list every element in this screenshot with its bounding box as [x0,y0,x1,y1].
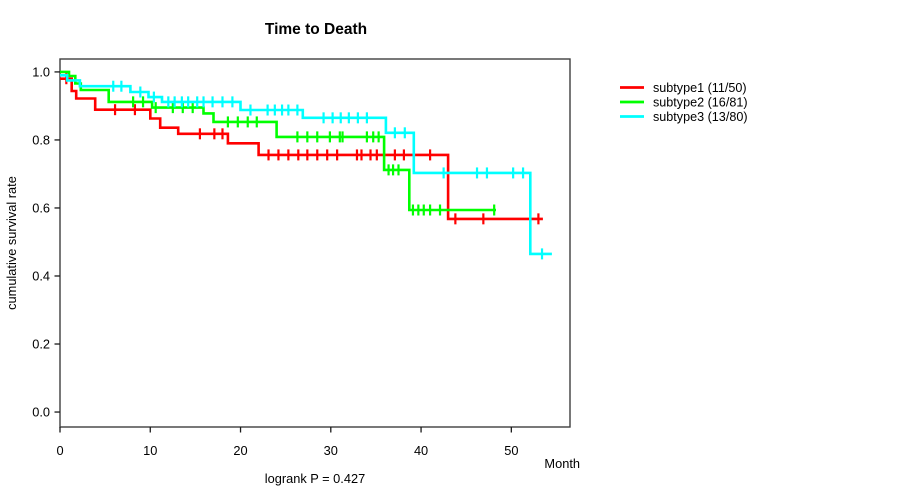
y-tick-label: 0.4 [32,268,50,283]
y-tick-label: 0.8 [32,132,50,147]
censor-ticks-subtype1 [65,73,540,225]
plot-area: 0 10 20 30 40 50 0.0 0.2 0.4 0.6 0.8 1.0 [32,58,571,458]
legend-label-subtype1: subtype1 (11/50) [653,81,747,95]
x-tick-label: 0 [56,443,63,458]
plot-box [59,58,571,428]
legend-item-subtype2: subtype2 (16/81) [620,95,748,109]
survival-curve-subtype2 [60,70,496,212]
x-tick-label: 30 [324,443,338,458]
legend-label-subtype2: subtype2 (16/81) [653,95,748,109]
y-tick-label: 0.6 [32,200,50,215]
x-tick-label: 50 [504,443,518,458]
censor-ticks-subtype2 [132,96,496,216]
x-tick-label: 40 [414,443,428,458]
legend-item-subtype3: subtype3 (13/80) [620,110,748,124]
logrank-annotation: logrank P = 0.427 [265,471,365,486]
y-tick-label: 0.2 [32,336,50,351]
y-tick-label: 0.0 [32,404,50,419]
censor-ticks-subtype3 [112,80,544,260]
survival-curve-subtype1 [60,77,543,221]
x-tick-label: 10 [143,443,157,458]
y-tick-label: 1.0 [32,64,50,79]
y-axis-title: cumulative survival rate [4,176,19,310]
legend: subtype1 (11/50)subtype2 (16/81)subtype3… [620,81,748,124]
legend-label-subtype3: subtype3 (13/80) [653,110,748,124]
chart-title: Time to Death [265,21,367,38]
x-axis-title: Month [544,456,580,471]
legend-item-subtype1: subtype1 (11/50) [620,81,747,95]
survival-curve-subtype3 [60,74,552,256]
x-tick-label: 20 [233,443,247,458]
